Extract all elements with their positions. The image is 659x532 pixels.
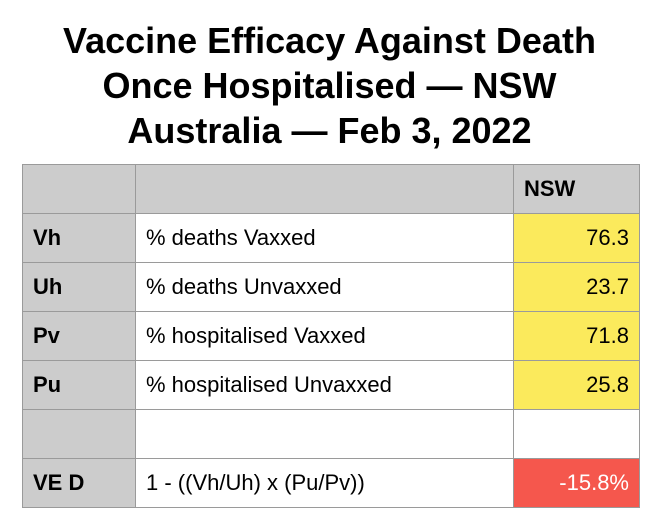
table-spacer-row (22, 409, 640, 459)
row-description: % deaths Unvaxxed (135, 262, 514, 312)
title-line-3: Australia — Feb 3, 2022 (127, 110, 532, 151)
row-code: Vh (22, 213, 136, 263)
row-description: % deaths Vaxxed (135, 213, 514, 263)
row-description: % hospitalised Vaxxed (135, 311, 514, 361)
result-value: -15.8% (513, 458, 640, 508)
table-result-row: VE D 1 - ((Vh/Uh) x (Pu/Pv)) -15.8% (22, 458, 640, 508)
row-description: % hospitalised Unvaxxed (135, 360, 514, 410)
efficacy-table: NSW Vh % deaths Vaxxed 76.3 Uh % deaths … (22, 164, 640, 508)
row-value: 76.3 (513, 213, 640, 263)
spacer-code-cell (22, 409, 136, 459)
table-row: Pv % hospitalised Vaxxed 71.8 (22, 311, 640, 361)
table-header-row: NSW (22, 164, 640, 214)
header-blank-cell (135, 164, 514, 214)
header-corner-cell (22, 164, 136, 214)
table-row: Vh % deaths Vaxxed 76.3 (22, 213, 640, 263)
table-row: Uh % deaths Unvaxxed 23.7 (22, 262, 640, 312)
row-value: 23.7 (513, 262, 640, 312)
row-value: 71.8 (513, 311, 640, 361)
row-value: 25.8 (513, 360, 640, 410)
table-row: Pu % hospitalised Unvaxxed 25.8 (22, 360, 640, 410)
result-code: VE D (22, 458, 136, 508)
spacer-desc-cell (135, 409, 514, 459)
title-line-1: Vaccine Efficacy Against Death (63, 20, 596, 61)
row-code: Pu (22, 360, 136, 410)
page-title: Vaccine Efficacy Against Death Once Hosp… (0, 18, 659, 153)
result-formula: 1 - ((Vh/Uh) x (Pu/Pv)) (135, 458, 514, 508)
column-header-nsw: NSW (513, 164, 640, 214)
row-code: Pv (22, 311, 136, 361)
spacer-value-cell (513, 409, 640, 459)
row-code: Uh (22, 262, 136, 312)
title-line-2: Once Hospitalised — NSW (102, 65, 557, 106)
